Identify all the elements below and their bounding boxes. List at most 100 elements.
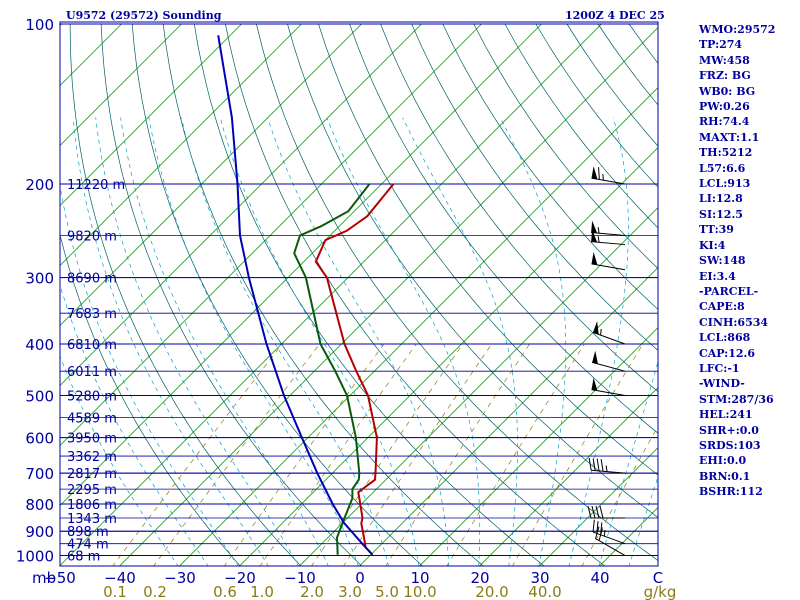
temperature-tick: −50: [44, 569, 76, 587]
wind-barb: [591, 166, 626, 185]
dry-adiabat: [442, 23, 658, 310]
height-label: 3950 m: [67, 432, 117, 447]
pressure-tick: 600: [25, 430, 54, 448]
isotherm-line: [60, 23, 482, 447]
isotherm-line: [298, 206, 658, 566]
stat-item: CAP:12.6: [699, 346, 756, 360]
dry-adiabat: [256, 23, 658, 561]
stat-item: SHR+:0.0: [699, 423, 759, 437]
temperature-tick: −40: [104, 569, 136, 587]
height-label: 1806 m: [67, 498, 117, 513]
temperature-tick: 0: [355, 569, 365, 587]
isotherm-line: [60, 23, 542, 507]
temperature-tick: 40: [590, 569, 609, 587]
dry-adiabat: [100, 23, 363, 566]
pressure-tick: 900: [25, 523, 54, 541]
pressure-tick: 100: [25, 16, 54, 34]
isotherm-line: [60, 23, 422, 387]
stat-item: L57:6.6: [699, 161, 746, 175]
mixing-ratio-line: [512, 343, 644, 566]
mixing-ratio-line: [153, 343, 320, 566]
isotherm-line: [60, 23, 182, 147]
stat-item: BSHR:112: [699, 485, 763, 499]
pressure-tick: 500: [25, 388, 54, 406]
pressure-tick: 700: [25, 465, 54, 483]
stat-item: EHI:0.0: [699, 454, 747, 468]
stat-item: EI:3.4: [699, 269, 736, 283]
plot-frame: [59, 21, 659, 567]
stat-item: SW:148: [699, 254, 746, 268]
wind-barb: [588, 457, 626, 474]
height-label: 68 m: [67, 550, 100, 565]
stat-item: TP:274: [699, 38, 743, 52]
height-label: 8690 m: [67, 272, 117, 287]
stat-item: -PARCEL-: [699, 284, 759, 298]
mixing-ratio-label: 10.0: [403, 583, 436, 600]
dry-adiabat: [193, 23, 545, 566]
pressure-unit: mb: [32, 569, 56, 587]
height-label: 2295 m: [67, 483, 117, 498]
pressure-tick: 300: [25, 270, 54, 288]
valid-time: 1200Z 4 DEC 25: [565, 9, 665, 22]
stat-item: TH:5212: [699, 146, 753, 160]
pressure-tick: 1000: [16, 548, 54, 566]
stats-panel: WMO:29572 TP:274 MW:458 FRZ: BG WB0: BG PW:0.…: [699, 22, 799, 500]
dry-adiabat: [287, 23, 658, 518]
stat-item: RH:74.4: [699, 115, 750, 129]
wind-barb: [592, 321, 626, 345]
mixing-ratio-label: 5.0: [375, 583, 399, 600]
height-label: 3362 m: [67, 450, 117, 465]
stat-item: HEL:241: [699, 408, 753, 422]
temperature-unit: C: [653, 569, 663, 587]
station-title: U9572 (29572) Sounding: [66, 9, 222, 22]
isotherm-line: [538, 446, 658, 566]
stat-item: FRZ: BG: [699, 69, 751, 83]
stat-item: SI:12.5: [699, 207, 743, 221]
wind-barb: [592, 519, 626, 545]
isotherm-line: [60, 23, 302, 267]
mixing-ratio-label: 0.6: [213, 583, 237, 600]
height-label: 1343 m: [67, 512, 117, 527]
isotherm-line: [418, 326, 658, 566]
pressure-tick: 400: [25, 336, 54, 354]
dry-adiabat: [162, 23, 484, 566]
isotherm-line: [60, 23, 362, 327]
isotherm-line: [238, 146, 658, 566]
dry-adiabat: [411, 23, 658, 351]
isotherm-line: [358, 266, 658, 566]
isotherm-line: [60, 23, 602, 566]
height-label: 898 m: [67, 525, 109, 540]
stat-item: CINH:6534: [699, 315, 769, 329]
stat-item: STM:287/36: [699, 392, 774, 406]
isotherm-line: [118, 26, 658, 566]
height-label: 5280 m: [67, 390, 117, 405]
temperature-tick: −10: [284, 569, 316, 587]
height-label: 6011 m: [67, 365, 117, 380]
temperature-tick: 20: [470, 569, 489, 587]
mixing-ratio-line: [223, 343, 385, 566]
height-label: 4589 m: [67, 412, 117, 427]
mixing-ratio-label: 40.0: [528, 583, 561, 600]
dry-adiabat: [60, 233, 241, 566]
wind-barb: [591, 377, 626, 397]
mixing-ratio-unit: g/kg: [644, 583, 677, 600]
height-label: 6810 m: [67, 338, 117, 353]
height-label: 9820 m: [67, 230, 117, 245]
dry-adiabat: [349, 23, 658, 434]
dry-adiabat: [225, 23, 606, 566]
stat-item: SRDS:103: [699, 438, 761, 452]
mixing-ratio-label: 3.0: [338, 583, 362, 600]
stat-item: LFC:-1: [699, 361, 740, 375]
stat-item: LCL:868: [699, 331, 751, 345]
mixing-ratio-line: [259, 343, 417, 566]
stat-item: LCL:913: [699, 177, 751, 191]
wind-barb: [591, 252, 626, 271]
dry-adiabat: [318, 23, 658, 476]
pressure-tick: 800: [25, 496, 54, 514]
mixing-ratio-label: 0.1: [103, 583, 127, 600]
stat-item: MW:458: [699, 53, 750, 67]
dewpoint-line: [293, 183, 371, 555]
stat-item: KI:4: [699, 238, 726, 252]
isotherm-line: [478, 386, 658, 566]
